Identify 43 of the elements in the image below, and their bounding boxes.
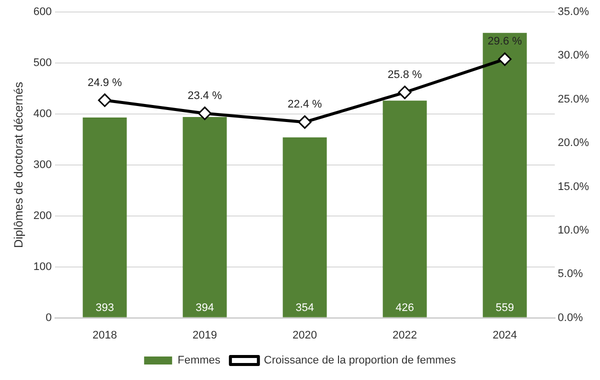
data-label: 393	[96, 302, 114, 314]
legend-label: Femmes	[178, 354, 221, 367]
y-tick-label: 500	[33, 57, 52, 69]
point	[198, 106, 212, 120]
y2-tick-label: 5.0%	[558, 268, 584, 280]
bar	[182, 116, 227, 318]
x-tick-label: 2024	[492, 329, 518, 342]
y2-tick-label: 15.0%	[558, 180, 590, 193]
legend-label: Croissance de la proportion de femmes	[264, 354, 456, 367]
bar	[482, 32, 527, 318]
y2-tick-label: 10.0%	[558, 224, 590, 236]
bar	[282, 137, 327, 318]
point	[98, 93, 112, 107]
y2-tick-label: 30.0%	[558, 50, 590, 62]
x-tick-label: 2022	[392, 329, 418, 342]
y2-tick-label: 0.0%	[558, 312, 584, 324]
y-axis-title: Diplômes de doctorat décernés	[12, 82, 26, 248]
point	[498, 52, 512, 66]
data-label: 394	[196, 302, 214, 314]
x-tick-label: 2018	[92, 329, 117, 342]
y2-tick-label: 25.0%	[558, 93, 590, 106]
data-label: 559	[496, 302, 514, 314]
y-tick-label: 300	[33, 158, 52, 171]
data-label: 22.4 %	[288, 98, 322, 111]
x-tick-label: 2019	[192, 329, 218, 342]
x-tick-label: 2020	[292, 329, 318, 342]
data-label: 354	[296, 302, 314, 314]
y-tick-label: 0	[46, 312, 52, 324]
data-label: 25.8 %	[388, 68, 422, 81]
y-tick-label: 400	[33, 108, 52, 120]
data-label: 24.9 %	[88, 76, 122, 89]
point	[398, 86, 412, 100]
bar	[382, 100, 427, 318]
data-label: 426	[396, 302, 414, 314]
y-tick-label: 100	[33, 260, 52, 273]
y-tick-label: 200	[33, 210, 52, 222]
data-label: 23.4 %	[188, 90, 222, 102]
data-label: 29.6 %	[488, 36, 522, 48]
y-tick-label: 600	[33, 6, 52, 18]
y2-tick-label: 20.0%	[558, 137, 590, 150]
point	[298, 115, 312, 129]
y2-tick-label: 35.0%	[558, 6, 590, 18]
bar	[82, 118, 127, 318]
